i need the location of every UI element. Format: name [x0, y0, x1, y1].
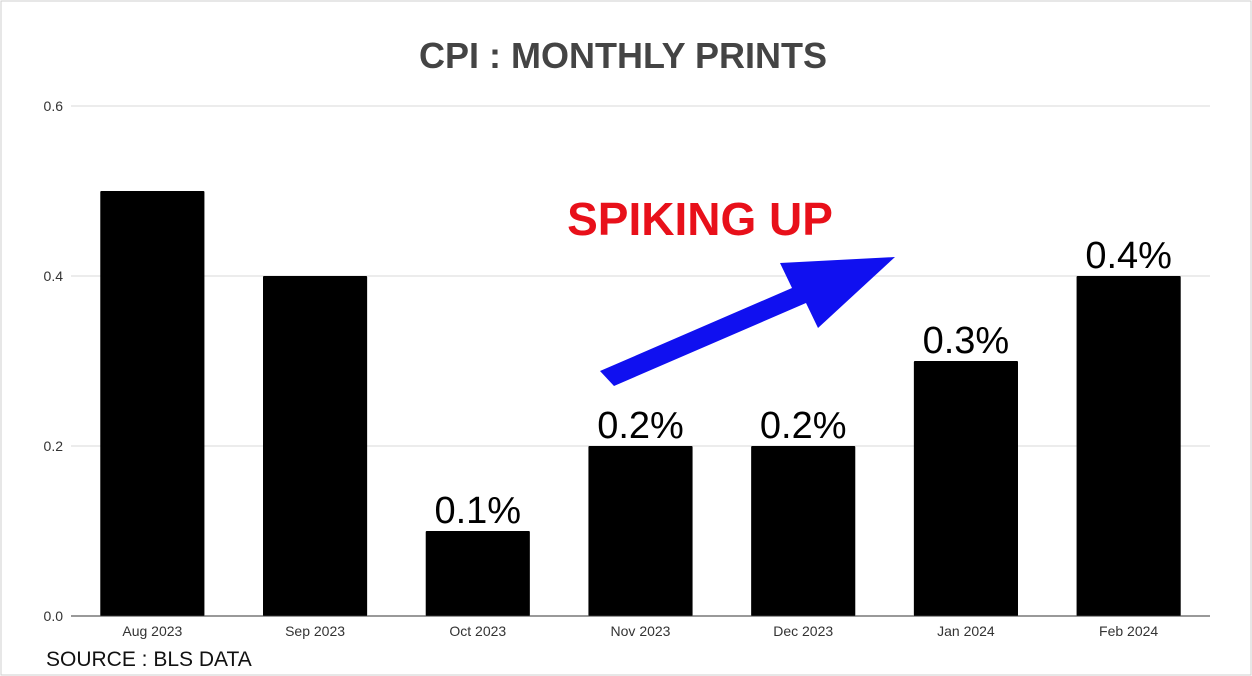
x-tick-label: Jan 2024: [937, 623, 995, 639]
annotation-spiking-up: SPIKING UP: [567, 193, 833, 245]
bar-feb-2024: [1076, 276, 1181, 616]
y-tick-label: 0.6: [44, 98, 64, 114]
data-label: 0.1%: [434, 490, 521, 532]
x-tick-label: Aug 2023: [122, 623, 182, 639]
data-label: 0.3%: [923, 320, 1010, 362]
data-label: 0.4%: [1085, 235, 1172, 277]
bar-dec-2023: [751, 446, 856, 616]
x-tick-label: Feb 2024: [1099, 623, 1158, 639]
x-tick-label: Sep 2023: [285, 623, 345, 639]
data-label: 0.2%: [760, 405, 847, 447]
x-tick-label: Nov 2023: [611, 623, 671, 639]
x-tick-label: Dec 2023: [773, 623, 833, 639]
bar-oct-2023: [425, 531, 530, 616]
x-axis-tick-labels: Aug 2023 Sep 2023 Oct 2023 Nov 2023 Dec 2023…: [122, 623, 1158, 639]
y-tick-label: 0.0: [44, 608, 64, 624]
x-tick-label: Oct 2023: [449, 623, 506, 639]
source-note: SOURCE : BLS DATA: [46, 648, 252, 671]
bar-aug-2023: [100, 191, 205, 616]
bar-jan-2024: [913, 361, 1018, 616]
y-axis-tick-labels: 0.0 0.2 0.4 0.6: [44, 98, 64, 624]
data-labels: 0.1% 0.2% 0.2% 0.3% 0.4%: [434, 235, 1171, 532]
y-tick-label: 0.2: [44, 438, 64, 454]
chart-title: CPI : MONTHLY PRINTS: [419, 35, 827, 76]
bar-nov-2023: [588, 446, 693, 616]
y-tick-label: 0.4: [44, 268, 64, 284]
bar-sep-2023: [263, 276, 368, 616]
bars: [100, 191, 1181, 616]
data-label: 0.2%: [597, 405, 684, 447]
annotation-arrow-icon: [600, 257, 895, 386]
